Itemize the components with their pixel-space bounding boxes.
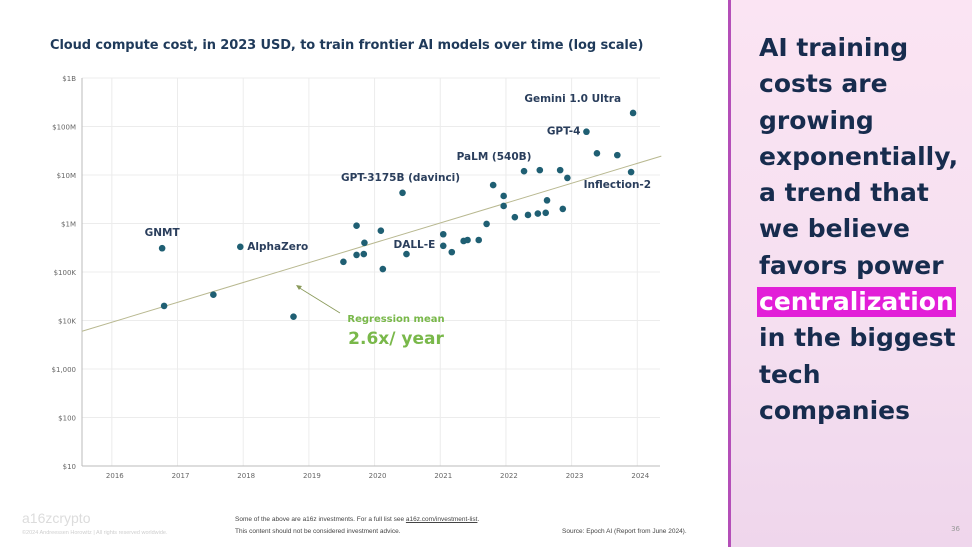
x-tick-label: 2020 (369, 472, 387, 480)
data-point (236, 243, 244, 251)
point-label: GNMT (145, 227, 181, 239)
point-label: AlphaZero (247, 241, 308, 253)
data-point (403, 250, 410, 258)
data-point (377, 227, 385, 235)
data-point (483, 220, 490, 228)
takeaway-line: we believe (759, 214, 910, 244)
data-point (583, 128, 590, 136)
data-point (340, 258, 347, 266)
highlighted-word: centralization (757, 287, 956, 318)
regression-line (81, 155, 662, 332)
disclaimer-period: . (477, 516, 480, 523)
data-point (353, 222, 360, 230)
disclaimer-investments: Some of the above are a16z investments. … (235, 516, 479, 523)
data-point (160, 302, 168, 310)
data-point (614, 151, 621, 159)
x-tick-label: 2018 (237, 472, 255, 480)
takeaway-panel: AI training costs are growing exponentia… (728, 0, 972, 547)
data-point (464, 236, 471, 244)
y-tick-label: $1M (61, 221, 76, 229)
y-tick-label: $10K (58, 318, 76, 326)
point-label: GPT-3175B (davinci) (341, 172, 460, 184)
annotation-arrow (297, 286, 341, 314)
data-point (524, 211, 532, 219)
investment-list-link[interactable]: a16z.com/investment-list (405, 516, 478, 523)
point-label: Inflection-2 (584, 179, 651, 191)
data-point (353, 251, 360, 259)
data-point (534, 210, 542, 217)
x-tick-label: 2024 (631, 472, 649, 480)
takeaway-line: a trend that (759, 178, 929, 208)
x-tick-label: 2022 (500, 472, 518, 480)
data-point (556, 166, 564, 174)
x-tick-label: 2017 (172, 472, 190, 480)
point-label: PaLM (540B) (457, 151, 532, 163)
x-tick-label: 2021 (434, 472, 452, 480)
takeaway-line: costs are (759, 69, 888, 99)
a16zcrypto-logo: a16zcrypto (22, 510, 91, 526)
data-point (399, 189, 406, 197)
point-label: Gemini 1.0 Ultra (524, 93, 621, 105)
data-point (536, 166, 544, 174)
data-point (448, 248, 456, 256)
point-label: DALL-E (393, 239, 435, 251)
slide-main: Cloud compute cost, in 2023 USD, to trai… (50, 38, 644, 53)
y-tick-label: $100 (58, 415, 76, 423)
takeaway-line: in the biggest (759, 323, 956, 353)
y-tick-label: $10 (63, 463, 76, 471)
y-tick-label: $1,000 (52, 366, 77, 374)
disclaimer-text: Some of the above are a16z investments. … (235, 516, 406, 523)
data-point (379, 265, 387, 273)
data-point (559, 205, 567, 213)
scatter-chart: $1B $100M $10M $1M $100K $10K $1,000 $100 $10 201… (52, 75, 662, 480)
takeaway-line: favors power (759, 250, 944, 280)
data-point (543, 197, 551, 204)
disclaimer-advice: This content should not be considered in… (235, 528, 401, 535)
data-point (542, 209, 550, 217)
data-point (627, 168, 635, 176)
data-point (511, 213, 519, 221)
takeaway-line: tech (759, 359, 821, 389)
chart-title: Cloud compute cost, in 2023 USD, to trai… (50, 38, 644, 53)
y-tick-label: $100M (52, 124, 76, 132)
data-point (439, 230, 447, 238)
copyright: ©2024 Andreessen Horowitz | All rights r… (22, 530, 168, 536)
data-point (439, 242, 447, 250)
page-number: 36 (951, 525, 960, 533)
x-tick-label: 2016 (106, 472, 124, 480)
takeaway-line: exponentially, (759, 141, 959, 171)
y-tick-label: $1B (62, 75, 76, 83)
data-point (520, 167, 528, 175)
y-tick-label: $100K (54, 269, 77, 277)
data-point (629, 109, 637, 117)
arrowhead-icon (296, 285, 302, 290)
x-tick-label: 2019 (303, 472, 321, 480)
point-label: GPT-4 (547, 126, 581, 138)
data-point (564, 174, 571, 182)
data-point (158, 244, 166, 252)
data-point (360, 250, 368, 258)
annotation-value: 2.6x/ year (348, 329, 444, 349)
takeaway-line: companies (759, 395, 911, 425)
takeaway-line: growing (759, 105, 874, 135)
data-point (500, 192, 507, 200)
y-tick-label: $10M (57, 172, 76, 180)
data-point (290, 313, 297, 320)
annotation-label: Regression mean (347, 314, 444, 325)
takeaway-line: AI training (759, 33, 909, 62)
data-point (361, 239, 368, 247)
data-point (489, 181, 497, 189)
data-point (210, 291, 217, 299)
data-point (500, 202, 507, 210)
x-tick-label: 2023 (566, 472, 584, 480)
data-point (593, 150, 601, 157)
data-point (475, 236, 483, 244)
source-note: Source: Epoch AI (Report from June 2024)… (562, 528, 687, 535)
takeaway-text: AI training costs are growing exponentia… (757, 30, 959, 429)
